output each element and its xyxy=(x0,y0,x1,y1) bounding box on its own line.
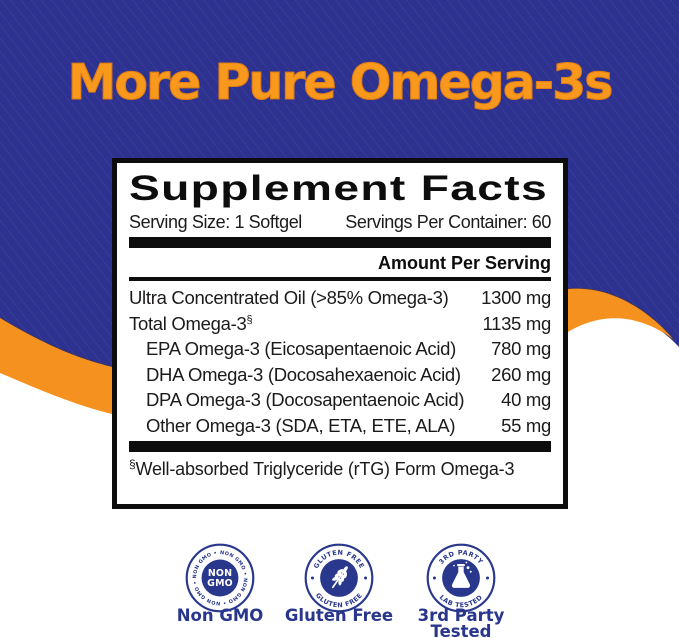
supplement-row: DHA Omega-3 (Docosahexaenoic Acid) 260 m… xyxy=(129,362,551,388)
badge-label-gluten-free: Gluten Free xyxy=(284,606,394,625)
lab-flask-icon xyxy=(451,561,472,588)
badge-label-third-party-tested: 3rd Party Tested xyxy=(417,606,505,638)
badge-side-dot xyxy=(310,576,314,580)
badge-third-party-tested: 3RD PARTY LAB TESTED xyxy=(426,543,496,613)
footnote-marker: § xyxy=(129,457,136,471)
badge-non-gmo: NON GMO • NON GMO • NON GMO • NON GMO • … xyxy=(184,542,255,613)
supplement-row: Ultra Concentrated Oil (>85% Omega-3) 13… xyxy=(129,285,551,311)
amount-per-serving-header: Amount Per Serving xyxy=(377,253,551,273)
nutrient-name: Other Omega-3 (SDA, ETA, ETE, ALA) xyxy=(129,413,456,439)
non-gmo-center-line1: NON xyxy=(208,568,232,579)
badge-label-non-gmo: Non GMO xyxy=(176,606,264,625)
nutrient-name-text: DPA Omega-3 (Docosapentaenoic Acid) xyxy=(146,389,465,410)
divider-bar-thick-top xyxy=(129,237,551,248)
supplement-facts-panel: Supplement Facts Serving Size: 1 Softgel… xyxy=(112,158,568,509)
nutrient-name-text: DHA Omega-3 (Docosahexaenoic Acid) xyxy=(146,363,461,385)
supplement-row: Other Omega-3 (SDA, ETA, ETE, ALA) 55 mg xyxy=(129,413,551,439)
nutrient-name-text: Ultra Concentrated Oil (>85% Omega-3) xyxy=(129,287,449,308)
badge-side-dot xyxy=(486,576,490,580)
divider-bar-thin xyxy=(129,277,551,281)
page-title: More Pure Omega-3s xyxy=(67,53,614,111)
badge-inner-circle xyxy=(201,559,239,597)
supplement-row: EPA Omega-3 (Eicosapentaenoic Acid) 780 … xyxy=(129,336,551,362)
nutrient-amount: 1135 mg xyxy=(482,312,551,334)
wheat-icon xyxy=(331,566,348,589)
supplement-row: Total Omega-3§ 1135 mg xyxy=(129,311,551,337)
footnote: §Well-absorbed Triglyceride (rTG) Form O… xyxy=(129,458,551,481)
nutrient-name: DHA Omega-3 (Docosahexaenoic Acid) xyxy=(129,362,461,388)
nutrient-name: Ultra Concentrated Oil (>85% Omega-3) xyxy=(129,285,449,311)
nutrient-name-text: Other Omega-3 (SDA, ETA, ETE, ALA) xyxy=(146,414,456,436)
badge-gluten-free: GLUTEN FREE GLUTEN FREE xyxy=(304,543,374,613)
divider-bar-thick-bottom xyxy=(129,441,551,452)
badge-side-dot xyxy=(432,576,436,580)
servings-per-container-text: Servings Per Container: 60 xyxy=(345,212,551,232)
footnote-text: Well-absorbed Triglyceride (rTG) Form Om… xyxy=(135,459,515,479)
serving-info-row: Serving Size: 1 Softgel Servings Per Con… xyxy=(129,210,551,234)
nutrient-name: EPA Omega-3 (Eicosapentaenoic Acid) xyxy=(129,336,456,362)
nutrient-amount: 1300 mg xyxy=(481,287,551,308)
nutrient-amount: 55 mg xyxy=(501,414,551,436)
nutrient-name-text: Total Omega-3 xyxy=(129,312,247,334)
badge-side-dot xyxy=(364,576,368,580)
nutrient-name-text: EPA Omega-3 (Eicosapentaenoic Acid) xyxy=(146,338,456,359)
serving-size-text: Serving Size: 1 Softgel xyxy=(129,212,302,232)
panel-title: Supplement Facts xyxy=(129,169,549,208)
non-gmo-center-line2: GMO xyxy=(207,578,233,589)
nutrient-amount: 260 mg xyxy=(491,363,551,385)
supplement-row: DPA Omega-3 (Docosapentaenoic Acid) 40 m… xyxy=(129,387,551,413)
nutrient-amount: 40 mg xyxy=(501,389,551,410)
nutrient-name-sup: § xyxy=(246,313,253,326)
nutrient-name: DPA Omega-3 (Docosapentaenoic Acid) xyxy=(129,387,465,413)
nutrient-name: Total Omega-3§ xyxy=(129,311,253,337)
nutrient-amount: 780 mg xyxy=(491,338,551,359)
